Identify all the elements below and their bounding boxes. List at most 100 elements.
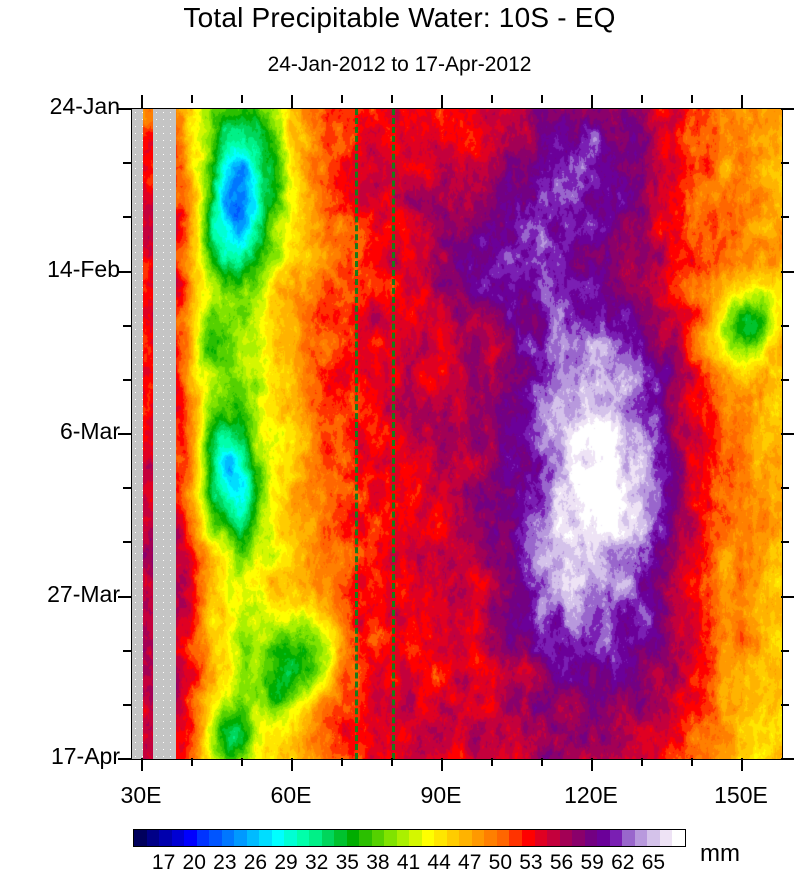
colorbar-cell-39: [622, 830, 635, 846]
heatmap-field: [132, 109, 782, 759]
colorbar-tick-26: 26: [243, 851, 268, 874]
colorbar-tick-47: 47: [458, 851, 482, 874]
y-axis-minor-tick: [123, 649, 131, 652]
colorbar-cell-37: [597, 830, 610, 846]
colorbar-cell-3: [171, 830, 185, 846]
x-axis-minor-tick: [191, 95, 193, 103]
x-axis-minor-tick: [541, 758, 543, 766]
y-axis-major-tick: [781, 595, 794, 598]
x-axis-minor-tick: [191, 758, 193, 766]
colorbar-cell-6: [209, 830, 222, 846]
colorbar-cell-0: [134, 830, 147, 846]
colorbar-tick-50: 50: [488, 851, 513, 874]
colorbar-cell-13: [296, 830, 310, 846]
y-axis-label-24-jan: 24-Jan: [49, 93, 120, 119]
x-axis-major-tick: [441, 95, 443, 108]
y-axis-label-27-mar: 27-Mar: [47, 580, 120, 607]
colorbar-tick-62: 62: [611, 851, 635, 874]
colorbar-cell-41: [647, 830, 660, 846]
y-axis-minor-tick: [781, 703, 789, 706]
colorbar-cell-10: [259, 830, 272, 846]
y-axis-major-tick: [781, 270, 794, 273]
colorbar-tick-53: 53: [519, 851, 543, 874]
y-axis-label-6-mar: 6-Mar: [59, 418, 120, 444]
page-title: Total Precipitable Water: 10S - EQ: [183, 2, 616, 33]
colorbar-tick-32: 32: [304, 851, 329, 874]
colorbar-cell-30: [509, 830, 522, 846]
colorbar-cell-34: [559, 830, 573, 846]
colorbar-cell-21: [396, 830, 410, 846]
y-axis-minor-tick: [781, 216, 789, 219]
colorbar-cell-38: [609, 830, 623, 846]
y-axis-minor-tick: [123, 541, 131, 544]
colorbar-cell-24: [434, 830, 447, 846]
reference-longitude-line-1: [355, 109, 358, 759]
y-axis-major-tick: [118, 595, 131, 598]
colorbar-cell-14: [309, 830, 322, 846]
colorbar-cell-40: [634, 830, 648, 846]
colorbar-cell-25: [446, 830, 460, 846]
y-axis-minor-tick: [781, 324, 789, 327]
y-axis-major-tick: [118, 433, 131, 435]
y-axis-minor-tick: [123, 324, 131, 327]
x-axis-major-tick: [291, 95, 293, 108]
colorbar: [133, 829, 686, 847]
y-axis-minor-tick: [123, 162, 131, 165]
colorbar-cell-27: [471, 830, 485, 846]
x-axis-minor-tick: [341, 758, 343, 766]
colorbar-cell-20: [384, 830, 397, 846]
colorbar-cell-8: [234, 830, 247, 846]
colorbar-cell-31: [521, 830, 535, 846]
reference-longitude-line-2: [392, 109, 395, 759]
x-axis-minor-tick: [491, 95, 493, 103]
plot-axes: [118, 95, 794, 771]
colorbar-cell-23: [421, 830, 435, 846]
y-axis-minor-tick: [123, 378, 131, 381]
x-axis-minor-tick: [541, 95, 543, 103]
x-axis-minor-tick: [691, 758, 693, 766]
y-axis-minor-tick: [781, 541, 789, 544]
colorbar-cell-16: [334, 830, 347, 846]
colorbar-tick-41: 41: [396, 851, 421, 874]
x-axis-minor-tick: [641, 758, 643, 766]
x-axis-minor-tick: [391, 95, 393, 103]
y-axis-minor-tick: [123, 703, 131, 706]
colorbar-cell-19: [371, 830, 385, 846]
colorbar-cell-5: [196, 830, 210, 846]
x-axis-minor-tick: [391, 758, 393, 766]
x-axis-minor-tick: [691, 95, 693, 103]
colorbar-cell-18: [359, 830, 372, 846]
y-axis-major-tick: [781, 108, 794, 110]
colorbar-cell-9: [246, 830, 260, 846]
colorbar-cell-35: [572, 830, 585, 846]
colorbar-cell-26: [459, 830, 472, 846]
colorbar-tick-38: 38: [366, 851, 390, 874]
x-axis-minor-tick: [641, 95, 643, 103]
x-axis-label-30e: 30E: [120, 782, 162, 808]
y-axis-major-tick: [118, 758, 131, 760]
y-axis-minor-tick: [781, 378, 789, 381]
colorbar-cell-15: [321, 830, 335, 846]
x-axis-major-tick: [441, 758, 443, 771]
x-axis-major-tick: [591, 95, 593, 108]
x-axis-label-90e: 90E: [420, 782, 462, 808]
colorbar-cell-12: [284, 830, 297, 846]
colorbar-cell-1: [146, 830, 160, 846]
x-axis-major-tick: [141, 95, 143, 108]
land-mask-1: [132, 109, 143, 759]
y-axis-minor-tick: [123, 487, 131, 490]
x-axis-major-tick: [141, 758, 143, 771]
colorbar-cell-29: [496, 830, 510, 846]
colorbar-cell-11: [271, 830, 285, 846]
x-axis-label-60e: 60E: [270, 782, 312, 808]
x-axis-major-tick: [591, 758, 593, 771]
y-axis-minor-tick: [781, 487, 789, 490]
y-axis-major-tick: [781, 433, 794, 435]
y-axis-minor-tick: [781, 649, 789, 652]
y-axis-label-14-feb: 14-Feb: [47, 255, 120, 282]
colorbar-cell-33: [547, 830, 560, 846]
x-axis-minor-tick: [341, 95, 343, 103]
colorbar-cell-28: [484, 830, 497, 846]
x-axis-label-150e: 150E: [714, 782, 768, 808]
x-axis-minor-tick: [241, 95, 243, 103]
